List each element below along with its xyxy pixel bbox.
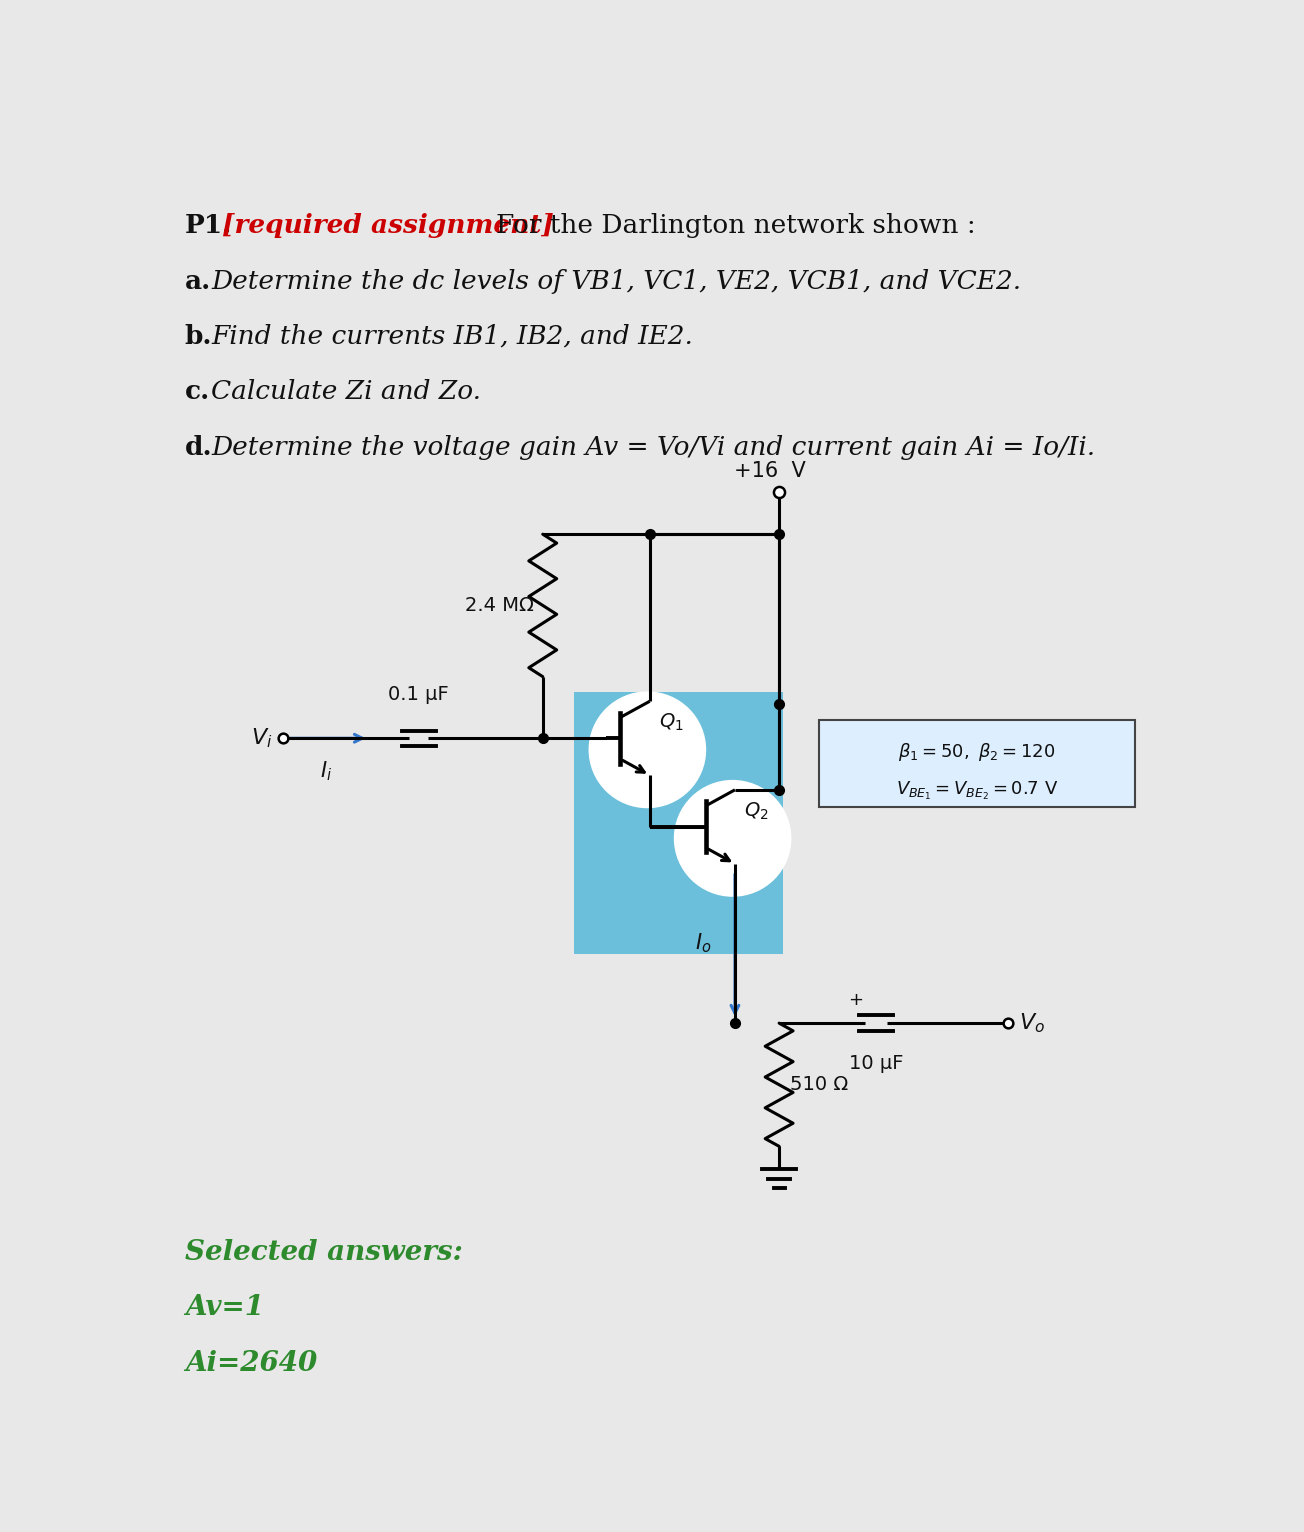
Circle shape — [589, 692, 705, 807]
Text: b.: b. — [185, 323, 213, 349]
Text: +: + — [849, 991, 863, 1010]
Text: $Q_2$: $Q_2$ — [745, 801, 769, 823]
Text: Determine the dc levels of VB1, VC1, VE2, VCB1, and VCE2.: Determine the dc levels of VB1, VC1, VE2… — [211, 268, 1021, 294]
Text: a.: a. — [185, 268, 211, 294]
Text: $V_i$: $V_i$ — [250, 726, 273, 751]
Text: $V_{BE_1} = V_{BE_2} = 0.7\ \mathrm{V}$: $V_{BE_1} = V_{BE_2} = 0.7\ \mathrm{V}$ — [896, 780, 1058, 801]
Text: $\beta_1 = 50,\ \beta_2 = 120$: $\beta_1 = 50,\ \beta_2 = 120$ — [898, 741, 1055, 763]
Text: d.: d. — [185, 435, 213, 460]
Text: 2.4 MΩ: 2.4 MΩ — [464, 596, 533, 614]
Text: c.: c. — [185, 380, 210, 404]
Text: $V_o$: $V_o$ — [1018, 1011, 1045, 1036]
Text: 510 Ω: 510 Ω — [790, 1075, 848, 1094]
Text: 0.1 μF: 0.1 μF — [389, 685, 449, 703]
Text: Av=1: Av=1 — [185, 1295, 263, 1321]
Text: $I_i$: $I_i$ — [319, 760, 331, 783]
Circle shape — [674, 781, 790, 896]
Text: $I_o$: $I_o$ — [695, 931, 712, 956]
Text: Determine the voltage gain Av = Vo/Vi and current gain Ai = Io/Ii.: Determine the voltage gain Av = Vo/Vi an… — [211, 435, 1095, 460]
Text: [required assignment]: [required assignment] — [222, 213, 554, 237]
Text: Ai=2640: Ai=2640 — [185, 1350, 317, 1377]
FancyBboxPatch shape — [819, 720, 1134, 807]
Text: $Q_1$: $Q_1$ — [659, 712, 683, 734]
Text: 10 μF: 10 μF — [849, 1054, 904, 1072]
Text: +16  V: +16 V — [734, 461, 806, 481]
Text: Calculate Zi and Zo.: Calculate Zi and Zo. — [211, 380, 481, 404]
Text: Selected answers:: Selected answers: — [185, 1239, 463, 1265]
Text: P1.: P1. — [185, 213, 232, 237]
Text: Find the currents IB1, IB2, and IE2.: Find the currents IB1, IB2, and IE2. — [211, 323, 692, 349]
Bar — [574, 692, 782, 954]
Text: For the Darlington network shown :: For the Darlington network shown : — [497, 213, 975, 237]
